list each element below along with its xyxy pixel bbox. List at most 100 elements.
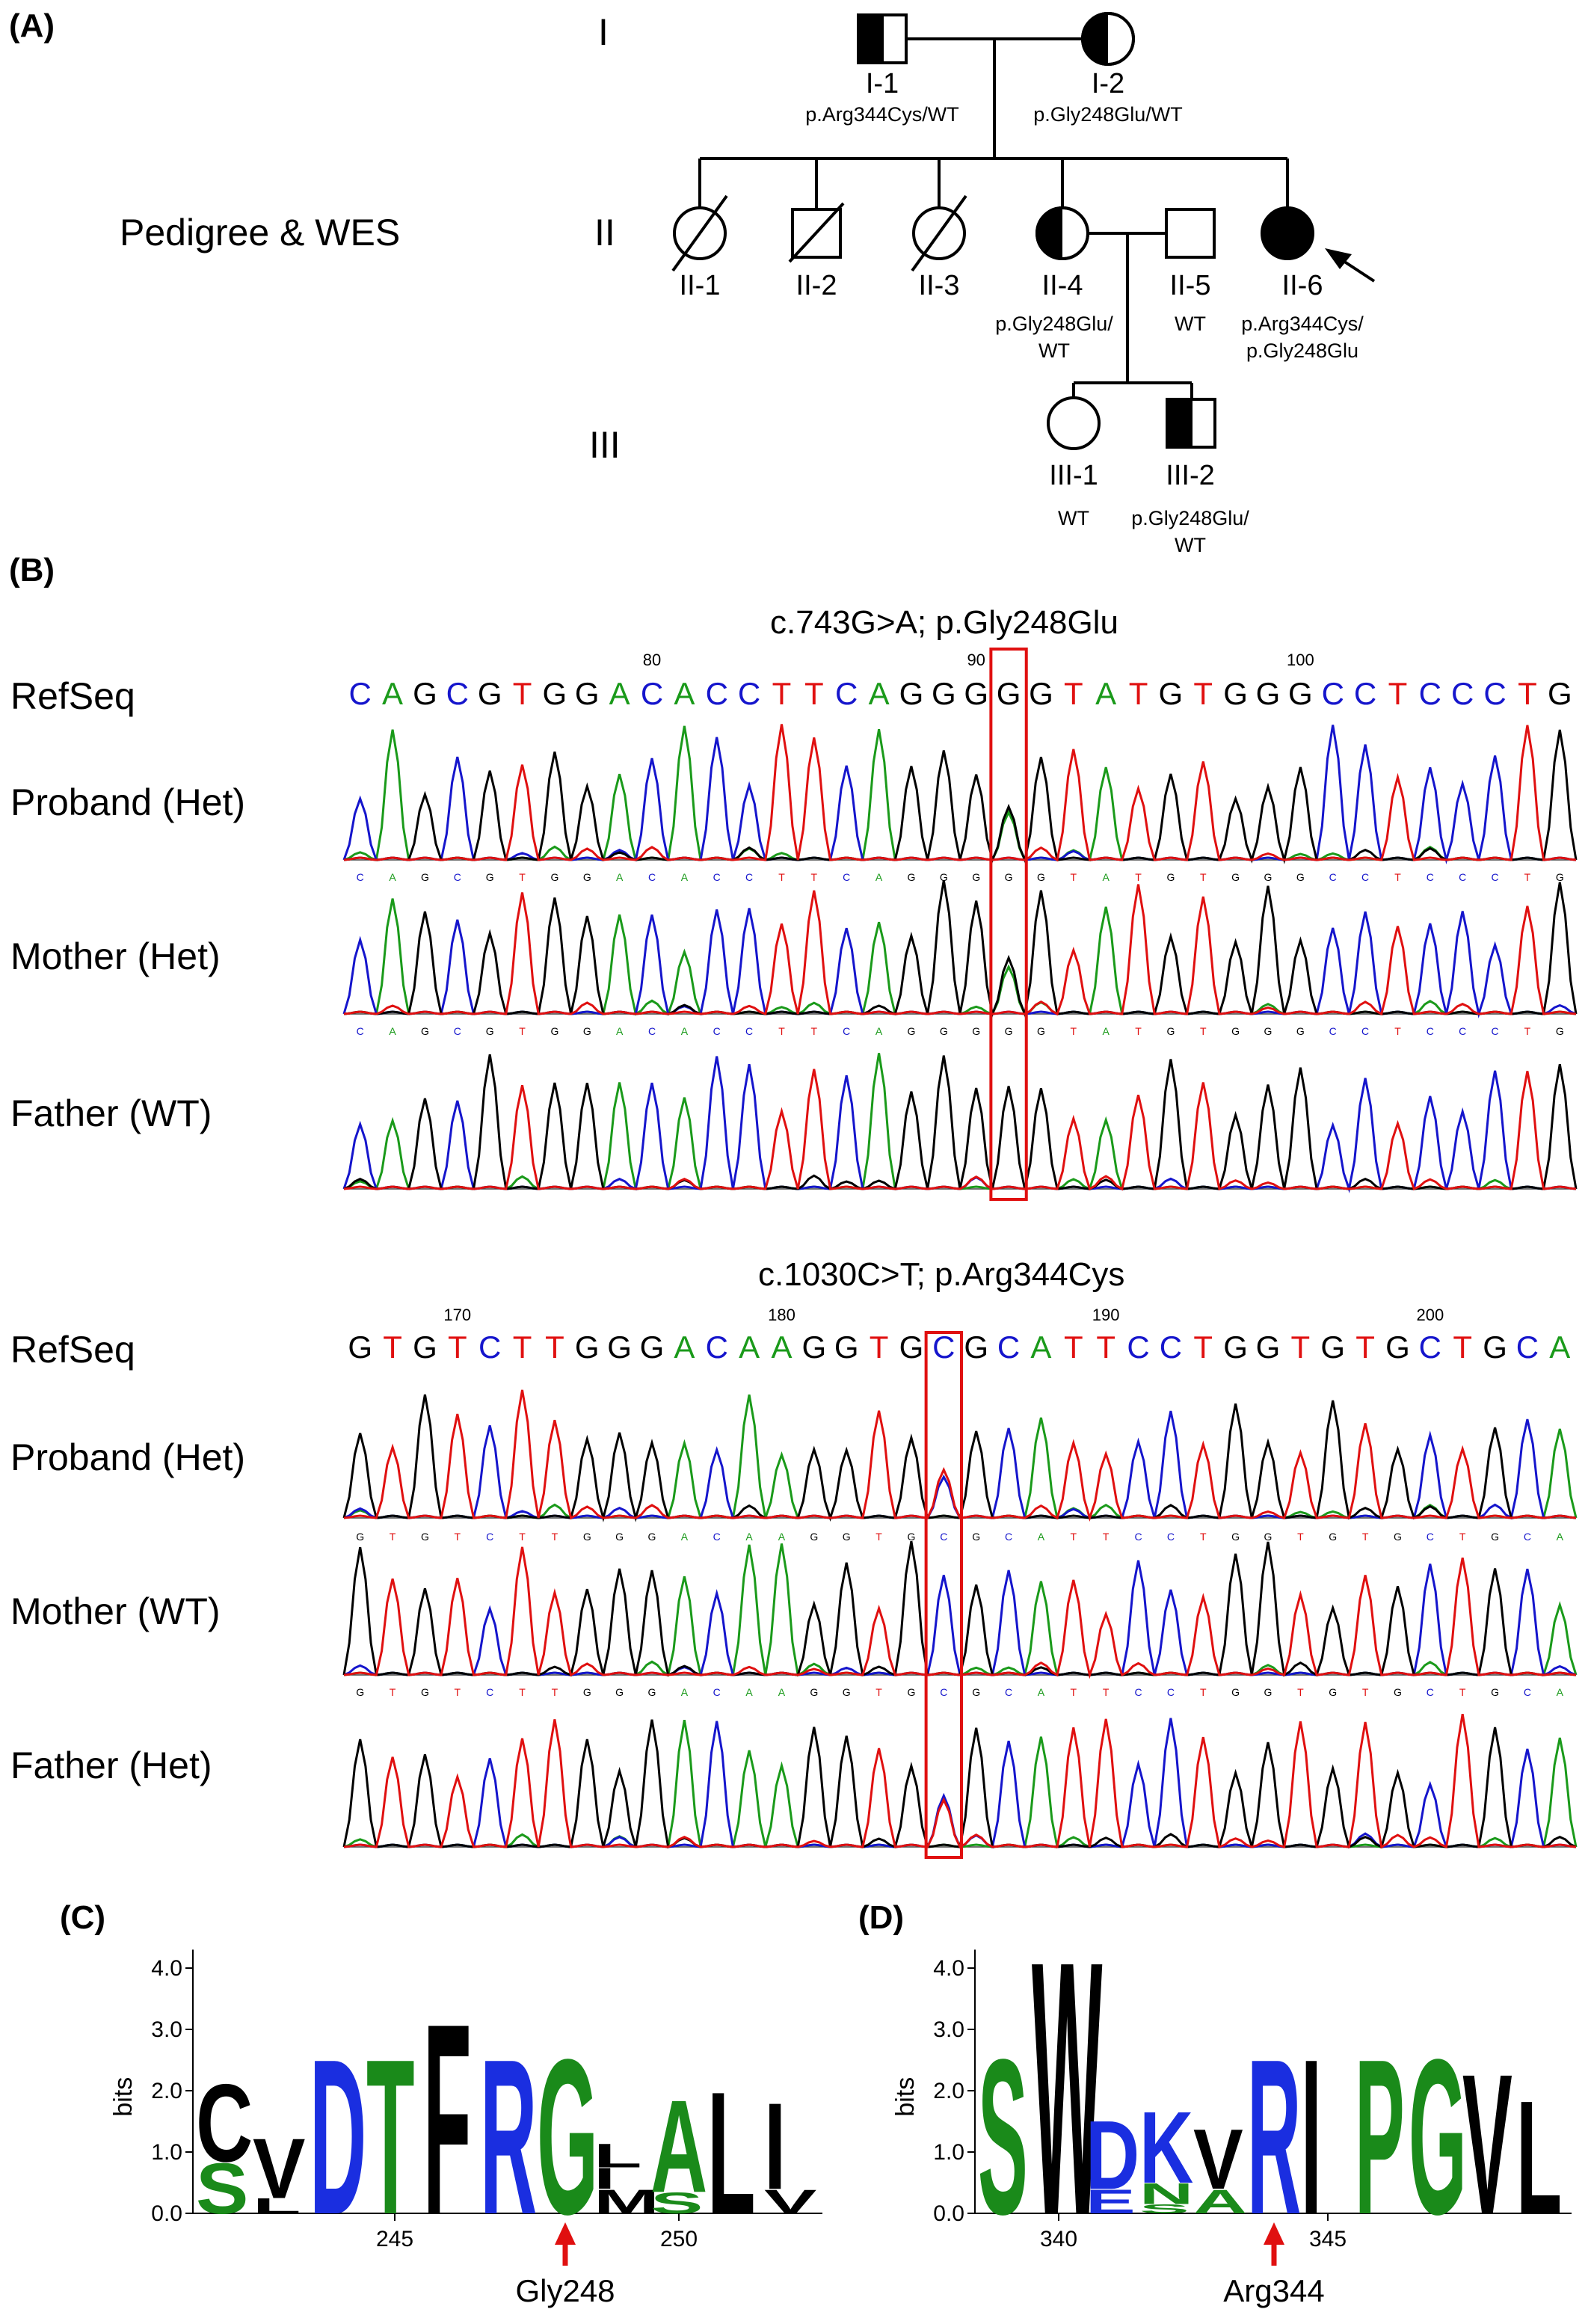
base-call: T: [875, 1686, 882, 1698]
base-call: T: [390, 1531, 396, 1543]
refseq-base: T: [448, 1329, 467, 1365]
base-call: T: [1524, 871, 1531, 883]
base-call: C: [745, 1025, 753, 1037]
logo-y-tick-label: 0.0: [151, 2201, 182, 2226]
base-call: G: [550, 871, 558, 883]
base-call: T: [1200, 1686, 1207, 1698]
trace-curve-T: [343, 1713, 1577, 1849]
trace-curve-T: [343, 1546, 1577, 1679]
chromatogram-1-trace-2-label: Mother (Het): [10, 935, 221, 977]
base-call: C: [1492, 1025, 1499, 1037]
id-II-5: II-5: [1170, 270, 1211, 301]
refseq-base: T: [1096, 1329, 1115, 1365]
base-call: G: [1264, 871, 1273, 883]
base-call: T: [811, 871, 818, 883]
base-call: C: [648, 871, 656, 883]
base-call: G: [1166, 871, 1175, 883]
refseq-base: C: [1160, 1329, 1182, 1365]
refseq-base: C: [641, 676, 663, 711]
refseq-base: T: [513, 1329, 532, 1365]
base-call: C: [1459, 1025, 1466, 1037]
base-call: C: [1427, 871, 1434, 883]
base-call: G: [1037, 871, 1045, 883]
refseq-base: A: [1549, 1329, 1570, 1365]
base-call: C: [843, 1025, 850, 1037]
base-call: C: [713, 1686, 721, 1698]
refseq-base: T: [1193, 676, 1213, 711]
logo-y-tick-label: 0.0: [933, 2201, 964, 2226]
base-call: G: [1166, 1025, 1175, 1037]
genotype-II-6-line2: p.Gly248Glu: [1246, 339, 1358, 362]
refseq-base: G: [1159, 676, 1184, 711]
refseq-base: C: [446, 676, 469, 711]
panel-label-d: (D): [858, 1899, 905, 1936]
base-call: C: [1005, 1531, 1012, 1543]
base-call: G: [421, 871, 429, 883]
base-call: A: [778, 1531, 786, 1543]
logo-letter-L: L: [1516, 2067, 1562, 2248]
base-call: T: [1071, 1531, 1077, 1543]
base-call: A: [1102, 871, 1110, 883]
refseq-base: A: [771, 1329, 792, 1365]
chromatogram-1-refseq-label: RefSeq: [10, 675, 135, 717]
refseq-base: T: [1291, 1329, 1311, 1365]
refseq-base: C: [1127, 1329, 1149, 1365]
id-III-2: III-2: [1166, 460, 1214, 491]
base-call: G: [615, 1531, 624, 1543]
base-call: G: [843, 1686, 851, 1698]
refseq-base: G: [607, 1329, 632, 1365]
refseq-base: A: [1030, 1329, 1051, 1365]
base-call: C: [940, 1686, 947, 1698]
refseq-base: A: [674, 676, 695, 711]
refseq-base: G: [575, 676, 600, 711]
refseq-base: G: [543, 676, 567, 711]
refseq-base: G: [1320, 1329, 1345, 1365]
generation-label-ii: II: [594, 212, 615, 253]
position-tick-label: 190: [1092, 1306, 1120, 1324]
logo-x-tick-label: 250: [660, 2227, 698, 2251]
base-call: C: [1361, 871, 1369, 883]
refseq-base: G: [964, 1329, 988, 1365]
id-I-2: I-2: [1092, 68, 1124, 99]
base-call: C: [1524, 1686, 1531, 1698]
refseq-base: G: [932, 676, 956, 711]
logo-y-tick-label: 3.0: [933, 2017, 964, 2042]
logo-letter-V: V: [1193, 2112, 1243, 2207]
pedigree-title: Pedigree & WES: [120, 212, 401, 253]
panel-label-a: (A): [9, 7, 55, 44]
logo-letter-G: G: [1409, 2013, 1467, 2260]
logo-letter-A: A: [650, 2072, 707, 2220]
base-call: G: [1005, 1025, 1013, 1037]
base-call: A: [681, 1531, 689, 1543]
base-call: G: [1231, 1686, 1240, 1698]
refseq-base: C: [1451, 676, 1474, 711]
base-call: C: [1329, 871, 1337, 883]
refseq-base: G: [834, 1329, 859, 1365]
logo-x-tick-label: 340: [1040, 2227, 1077, 2251]
base-call: T: [519, 1025, 526, 1037]
base-call: G: [1231, 1025, 1240, 1037]
base-call: T: [1362, 1531, 1369, 1543]
base-call: T: [552, 1686, 558, 1698]
position-tick-label: 100: [1287, 651, 1314, 669]
refseq-base: G: [348, 1329, 372, 1365]
logo-y-tick-label: 1.0: [933, 2140, 964, 2165]
refseq-base: T: [1064, 1329, 1083, 1365]
base-call: G: [486, 871, 494, 883]
refseq-base: G: [899, 1329, 924, 1365]
base-call: G: [1231, 871, 1240, 883]
base-call: A: [389, 1025, 396, 1037]
genotype-II-6-line1: p.Arg344Cys/: [1241, 313, 1364, 335]
refseq-base: G: [964, 676, 988, 711]
refseq-base: G: [1385, 1329, 1410, 1365]
individual-III-1: [1047, 396, 1101, 450]
genotype-II-5: WT: [1175, 313, 1206, 335]
base-call: C: [940, 1531, 947, 1543]
refseq-base: G: [413, 676, 437, 711]
refseq-base: A: [674, 1329, 695, 1365]
base-call: C: [1005, 1686, 1012, 1698]
